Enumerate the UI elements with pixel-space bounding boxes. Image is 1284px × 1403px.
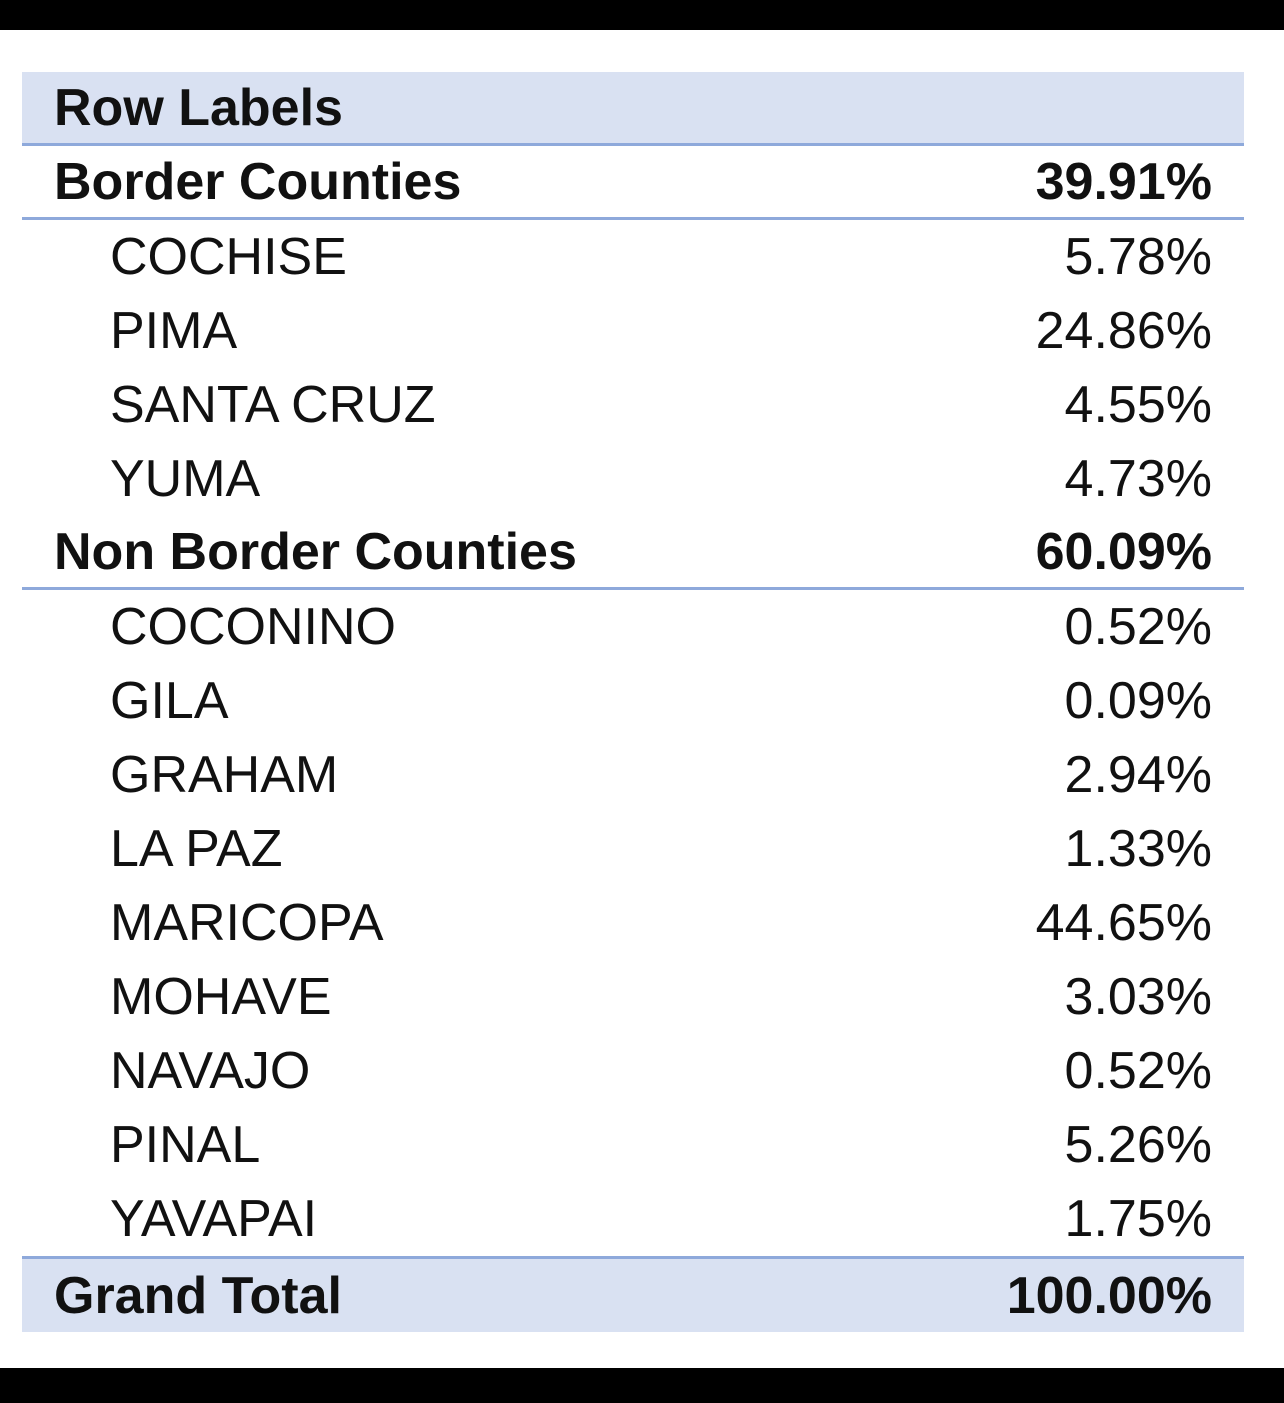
county-label: GILA	[110, 672, 229, 730]
table-row[interactable]: MOHAVE 3.03%	[22, 960, 1244, 1034]
group-label: Border Counties	[54, 152, 462, 211]
group-value: 39.91%	[1035, 152, 1212, 211]
grand-total-label: Grand Total	[54, 1266, 342, 1325]
county-label: PIMA	[110, 302, 238, 360]
county-value: 5.26%	[1064, 1116, 1212, 1174]
county-label: PINAL	[110, 1116, 261, 1174]
county-label: NAVAJO	[110, 1042, 311, 1100]
county-label: COCHISE	[110, 228, 347, 286]
group-value: 60.09%	[1035, 522, 1212, 581]
grand-total-row[interactable]: Grand Total 100.00%	[22, 1256, 1244, 1332]
county-value: 44.65%	[1035, 894, 1212, 952]
county-label: COCONINO	[110, 598, 396, 656]
county-label: GRAHAM	[110, 746, 339, 804]
group-row-non-border-counties[interactable]: Non Border Counties 60.09%	[22, 516, 1244, 590]
county-value: 1.33%	[1064, 820, 1212, 878]
county-value: 4.55%	[1064, 376, 1212, 434]
pivot-table-page: Row Labels Border Counties 39.91% COCHIS…	[0, 30, 1284, 1368]
table-row[interactable]: LA PAZ 1.33%	[22, 812, 1244, 886]
county-value: 0.52%	[1064, 1042, 1212, 1100]
table-row[interactable]: GILA 0.09%	[22, 664, 1244, 738]
county-value: 24.86%	[1035, 302, 1212, 360]
table-row[interactable]: PIMA 24.86%	[22, 294, 1244, 368]
county-value: 0.09%	[1064, 672, 1212, 730]
pivot-header-row[interactable]: Row Labels	[22, 72, 1244, 146]
table-row[interactable]: PINAL 5.26%	[22, 1108, 1244, 1182]
county-label: MARICOPA	[110, 894, 384, 952]
county-value: 0.52%	[1064, 598, 1212, 656]
group-label: Non Border Counties	[54, 522, 577, 581]
table-row[interactable]: SANTA CRUZ 4.55%	[22, 368, 1244, 442]
group-row-border-counties[interactable]: Border Counties 39.91%	[22, 146, 1244, 220]
county-label: YAVAPAI	[110, 1190, 318, 1248]
row-labels-header[interactable]: Row Labels	[54, 78, 343, 137]
county-label: SANTA CRUZ	[110, 376, 436, 434]
county-value: 3.03%	[1064, 968, 1212, 1026]
table-row[interactable]: NAVAJO 0.52%	[22, 1034, 1244, 1108]
county-value: 4.73%	[1064, 450, 1212, 508]
table-row[interactable]: GRAHAM 2.94%	[22, 738, 1244, 812]
county-value: 2.94%	[1064, 746, 1212, 804]
county-label: YUMA	[110, 450, 261, 508]
county-value: 1.75%	[1064, 1190, 1212, 1248]
grand-total-value: 100.00%	[1006, 1266, 1212, 1325]
table-row[interactable]: YUMA 4.73%	[22, 442, 1244, 516]
county-label: LA PAZ	[110, 820, 283, 878]
table-row[interactable]: MARICOPA 44.65%	[22, 886, 1244, 960]
table-row[interactable]: COCHISE 5.78%	[22, 220, 1244, 294]
county-label: MOHAVE	[110, 968, 332, 1026]
table-row[interactable]: COCONINO 0.52%	[22, 590, 1244, 664]
county-value: 5.78%	[1064, 228, 1212, 286]
table-row[interactable]: YAVAPAI 1.75%	[22, 1182, 1244, 1256]
pivot-table: Row Labels Border Counties 39.91% COCHIS…	[22, 72, 1244, 1332]
